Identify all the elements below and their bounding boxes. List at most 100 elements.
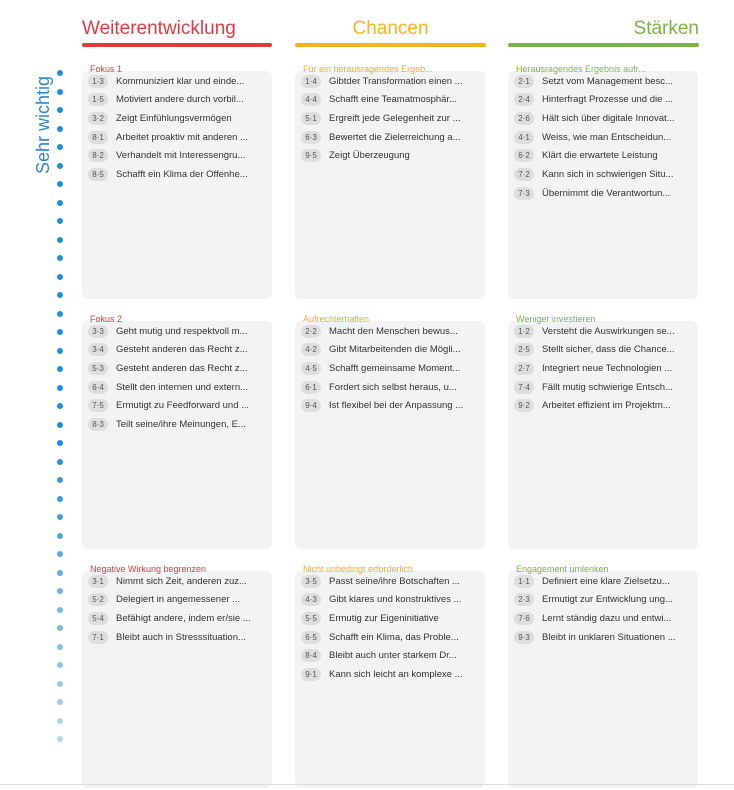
competency-item[interactable]: 9·2 Arbeitet effizient im Projektm... xyxy=(514,398,692,414)
competency-item[interactable]: 2·3 Ermutigt zur Entwicklung ung... xyxy=(514,592,692,608)
competency-panel: Engagement umlenken 1·1 Definiert eine kla… xyxy=(508,564,698,788)
importance-dot xyxy=(57,255,63,261)
competency-code-badge: 3·2 xyxy=(88,111,108,125)
importance-dot xyxy=(57,514,63,520)
importance-dot xyxy=(57,680,63,687)
competency-item[interactable]: 5·2 Delegiert in angemessener ... xyxy=(88,592,266,608)
competency-panel: Fokus 1 1·3 Kommuniziert klar und einde...… xyxy=(82,64,272,299)
competency-item[interactable]: 5·4 Befähigt andere, indem er/sie ... xyxy=(88,610,266,626)
competency-item[interactable]: 2·4 Hinterfragt Prozesse und die ... xyxy=(514,92,692,108)
competency-panel: Nicht unbedingt erforderlich 3·5 Passt sei… xyxy=(295,564,485,788)
competency-text: Lernt ständig dazu und entwi... xyxy=(542,612,672,624)
competency-item[interactable]: 2·5 Stellt sicher, dass die Chance... xyxy=(514,342,692,358)
competency-item[interactable]: 7·3 Übernimmt die Verantwortun... xyxy=(514,185,692,201)
competency-item[interactable]: 2·7 Integriert neue Technologien ... xyxy=(514,360,692,376)
competency-item[interactable]: 5·1 Ergreift jede Gelegenheit zur ... xyxy=(301,110,479,126)
column-header-chancen: Chancen xyxy=(295,16,486,47)
competency-code-badge: 7·3 xyxy=(514,186,534,200)
competency-item[interactable]: 4·4 Schafft eine Teamatmosphär... xyxy=(301,92,479,108)
competency-item[interactable]: 7·6 Lernt ständig dazu und entwi... xyxy=(514,610,692,626)
competency-code-badge: 9·1 xyxy=(301,668,321,681)
competency-text: Stellt den internen und extern... xyxy=(116,381,249,393)
competency-code-badge: 9·2 xyxy=(514,399,534,413)
competency-item[interactable]: 1·1 Definiert eine klare Zielsetzu... xyxy=(514,573,692,589)
competency-text: Stellt sicher, dass die Chance... xyxy=(542,344,675,356)
competency-code-badge: 7·5 xyxy=(88,399,108,413)
competency-item[interactable]: 1·3 Kommuniziert klar und einde... xyxy=(88,73,266,89)
competency-text: Definiert eine klare Zielsetzu... xyxy=(542,575,670,587)
competency-code-badge: 8·5 xyxy=(88,168,108,181)
competency-item[interactable]: 2·1 Setzt vom Management besc... xyxy=(514,73,692,89)
competency-text: Bleibt auch in Stresssituation... xyxy=(116,631,246,643)
competency-panel: Weniger investieren 1·2 Versteht die Auswi… xyxy=(508,314,698,549)
competency-code-badge: 5·4 xyxy=(88,611,108,625)
competency-item[interactable]: 8·5 Schafft ein Klima der Offenhe... xyxy=(88,167,266,183)
competency-item[interactable]: 9·3 Bleibt in unklaren Situationen ... xyxy=(514,629,692,645)
competency-item[interactable]: 6·1 Fordert sich selbst heraus, u... xyxy=(301,379,479,395)
competency-item[interactable]: 5·3 Gesteht anderen das Recht z... xyxy=(88,360,266,376)
competency-code-badge: 3·4 xyxy=(88,343,108,357)
competency-code-badge: 8·1 xyxy=(88,130,108,144)
competency-text: Weiss, wie man Entscheidun... xyxy=(542,131,672,143)
competency-text: Gesteht anderen das Recht z... xyxy=(116,344,248,356)
competency-item[interactable]: 8·2 Verhandelt mit Interessengru... xyxy=(88,148,266,164)
competency-item[interactable]: 1·5 Motiviert andere durch vorbil... xyxy=(88,92,266,108)
competency-item[interactable]: 4·5 Schafft gemeinsame Moment... xyxy=(301,360,479,376)
importance-dot xyxy=(57,70,63,76)
competency-text: Verhandelt mit Interessengru... xyxy=(116,150,246,162)
competency-code-badge: 2·2 xyxy=(301,324,321,338)
competency-item[interactable]: 7·2 Kann sich in schwierigen Situ... xyxy=(514,167,692,183)
competency-code-badge: 1·5 xyxy=(88,93,108,107)
competency-text: Zeigt Einfühlungsvermögen xyxy=(116,112,232,124)
competency-text: Setzt vom Management besc... xyxy=(542,75,673,87)
competency-panel: Aufrechterhalten 2·2 Macht den Menschen be… xyxy=(295,314,485,549)
competency-item[interactable]: 2·2 Macht den Menschen bewus... xyxy=(301,323,479,339)
competency-item[interactable]: 3·2 Zeigt Einfühlungsvermögen xyxy=(88,110,266,126)
competency-item[interactable]: 5·5 Ermutig zur Eigeninitiative xyxy=(301,610,479,626)
importance-dot xyxy=(57,366,63,372)
competency-item[interactable]: 3·4 Gesteht anderen das Recht z... xyxy=(88,342,266,358)
competency-panel: Negative Wirkung begrenzen 3·1 Nimmt sich … xyxy=(82,564,272,788)
competency-item[interactable]: 6·3 Bewertet die Zielerreichung a... xyxy=(301,129,479,145)
competency-item[interactable]: 4·1 Weiss, wie man Entscheidun... xyxy=(514,129,692,145)
competency-item[interactable]: 8·3 Teilt seine/ihre Meinungen, E... xyxy=(88,417,266,433)
competency-item[interactable]: 4·3 Gibt klares und konstruktives ... xyxy=(301,592,479,608)
column-header-weiterentwicklung: Weiterentwicklung xyxy=(82,16,272,47)
importance-dot xyxy=(57,717,63,724)
competency-item[interactable]: 4·2 Gibt Mitarbeitenden die Mögli... xyxy=(301,342,479,358)
competency-code-badge: 2·7 xyxy=(514,361,534,375)
competency-item[interactable]: 9·1 Kann sich leicht an komplexe ... xyxy=(301,667,479,683)
competency-item[interactable]: 2·6 Hält sich über digitale Innovat... xyxy=(514,110,692,126)
competency-code-badge: 4·3 xyxy=(301,593,321,607)
competency-item[interactable]: 8·1 Arbeitet proaktiv mit anderen ... xyxy=(88,129,266,145)
competency-item[interactable]: 1·2 Versteht die Auswirkungen se... xyxy=(514,323,692,339)
competency-item[interactable]: 9·4 Ist flexibel bei der Anpassung ... xyxy=(301,398,479,414)
competency-code-badge: 7·1 xyxy=(88,630,108,644)
competency-item[interactable]: 3·3 Geht mutig und respektvoll m... xyxy=(88,323,266,339)
competency-item[interactable]: 7·4 Fällt mutig schwierige Entsch... xyxy=(514,379,692,395)
competency-item[interactable]: 7·1 Bleibt auch in Stresssituation... xyxy=(88,629,266,645)
competency-text: Schafft ein Klima, das Proble... xyxy=(329,631,459,643)
column-color-bar xyxy=(508,43,699,47)
importance-dot xyxy=(57,218,63,224)
competency-item[interactable]: 6·2 Klärt die erwartete Leistung xyxy=(514,148,692,164)
competency-item[interactable]: 1·4 Gibtder Transformation einen ... xyxy=(301,73,479,89)
competency-item[interactable]: 7·5 Ermutigt zu Feedforward und ... xyxy=(88,398,266,414)
competency-item[interactable]: 3·1 Nimmt sich Zeit, anderen zuz... xyxy=(88,573,266,589)
competency-item[interactable]: 3·5 Passt seine/ihre Botschaften ... xyxy=(301,573,479,589)
competency-code-badge: 4·1 xyxy=(514,130,534,144)
competency-code-badge: 2·3 xyxy=(514,593,534,607)
competency-code-badge: 5·5 xyxy=(301,611,321,625)
importance-dot xyxy=(57,421,63,428)
competency-code-badge: 1·1 xyxy=(514,574,534,588)
competency-code-badge: 1·4 xyxy=(301,74,321,88)
competency-item[interactable]: 9·5 Zeigt Überzeugung xyxy=(301,148,479,164)
competency-text: Nimmt sich Zeit, anderen zuz... xyxy=(116,575,247,587)
competency-text: Kann sich in schwierigen Situ... xyxy=(542,169,674,180)
competency-text: Delegiert in angemessener ... xyxy=(116,594,241,606)
importance-dot xyxy=(57,403,63,409)
competency-text: Gibtder Transformation einen ... xyxy=(329,75,463,87)
competency-item[interactable]: 6·5 Schafft ein Klima, das Proble... xyxy=(301,629,479,645)
competency-item[interactable]: 8·4 Bleibt auch unter starkem Dr... xyxy=(301,648,479,664)
competency-item[interactable]: 6·4 Stellt den internen und extern... xyxy=(88,379,266,395)
